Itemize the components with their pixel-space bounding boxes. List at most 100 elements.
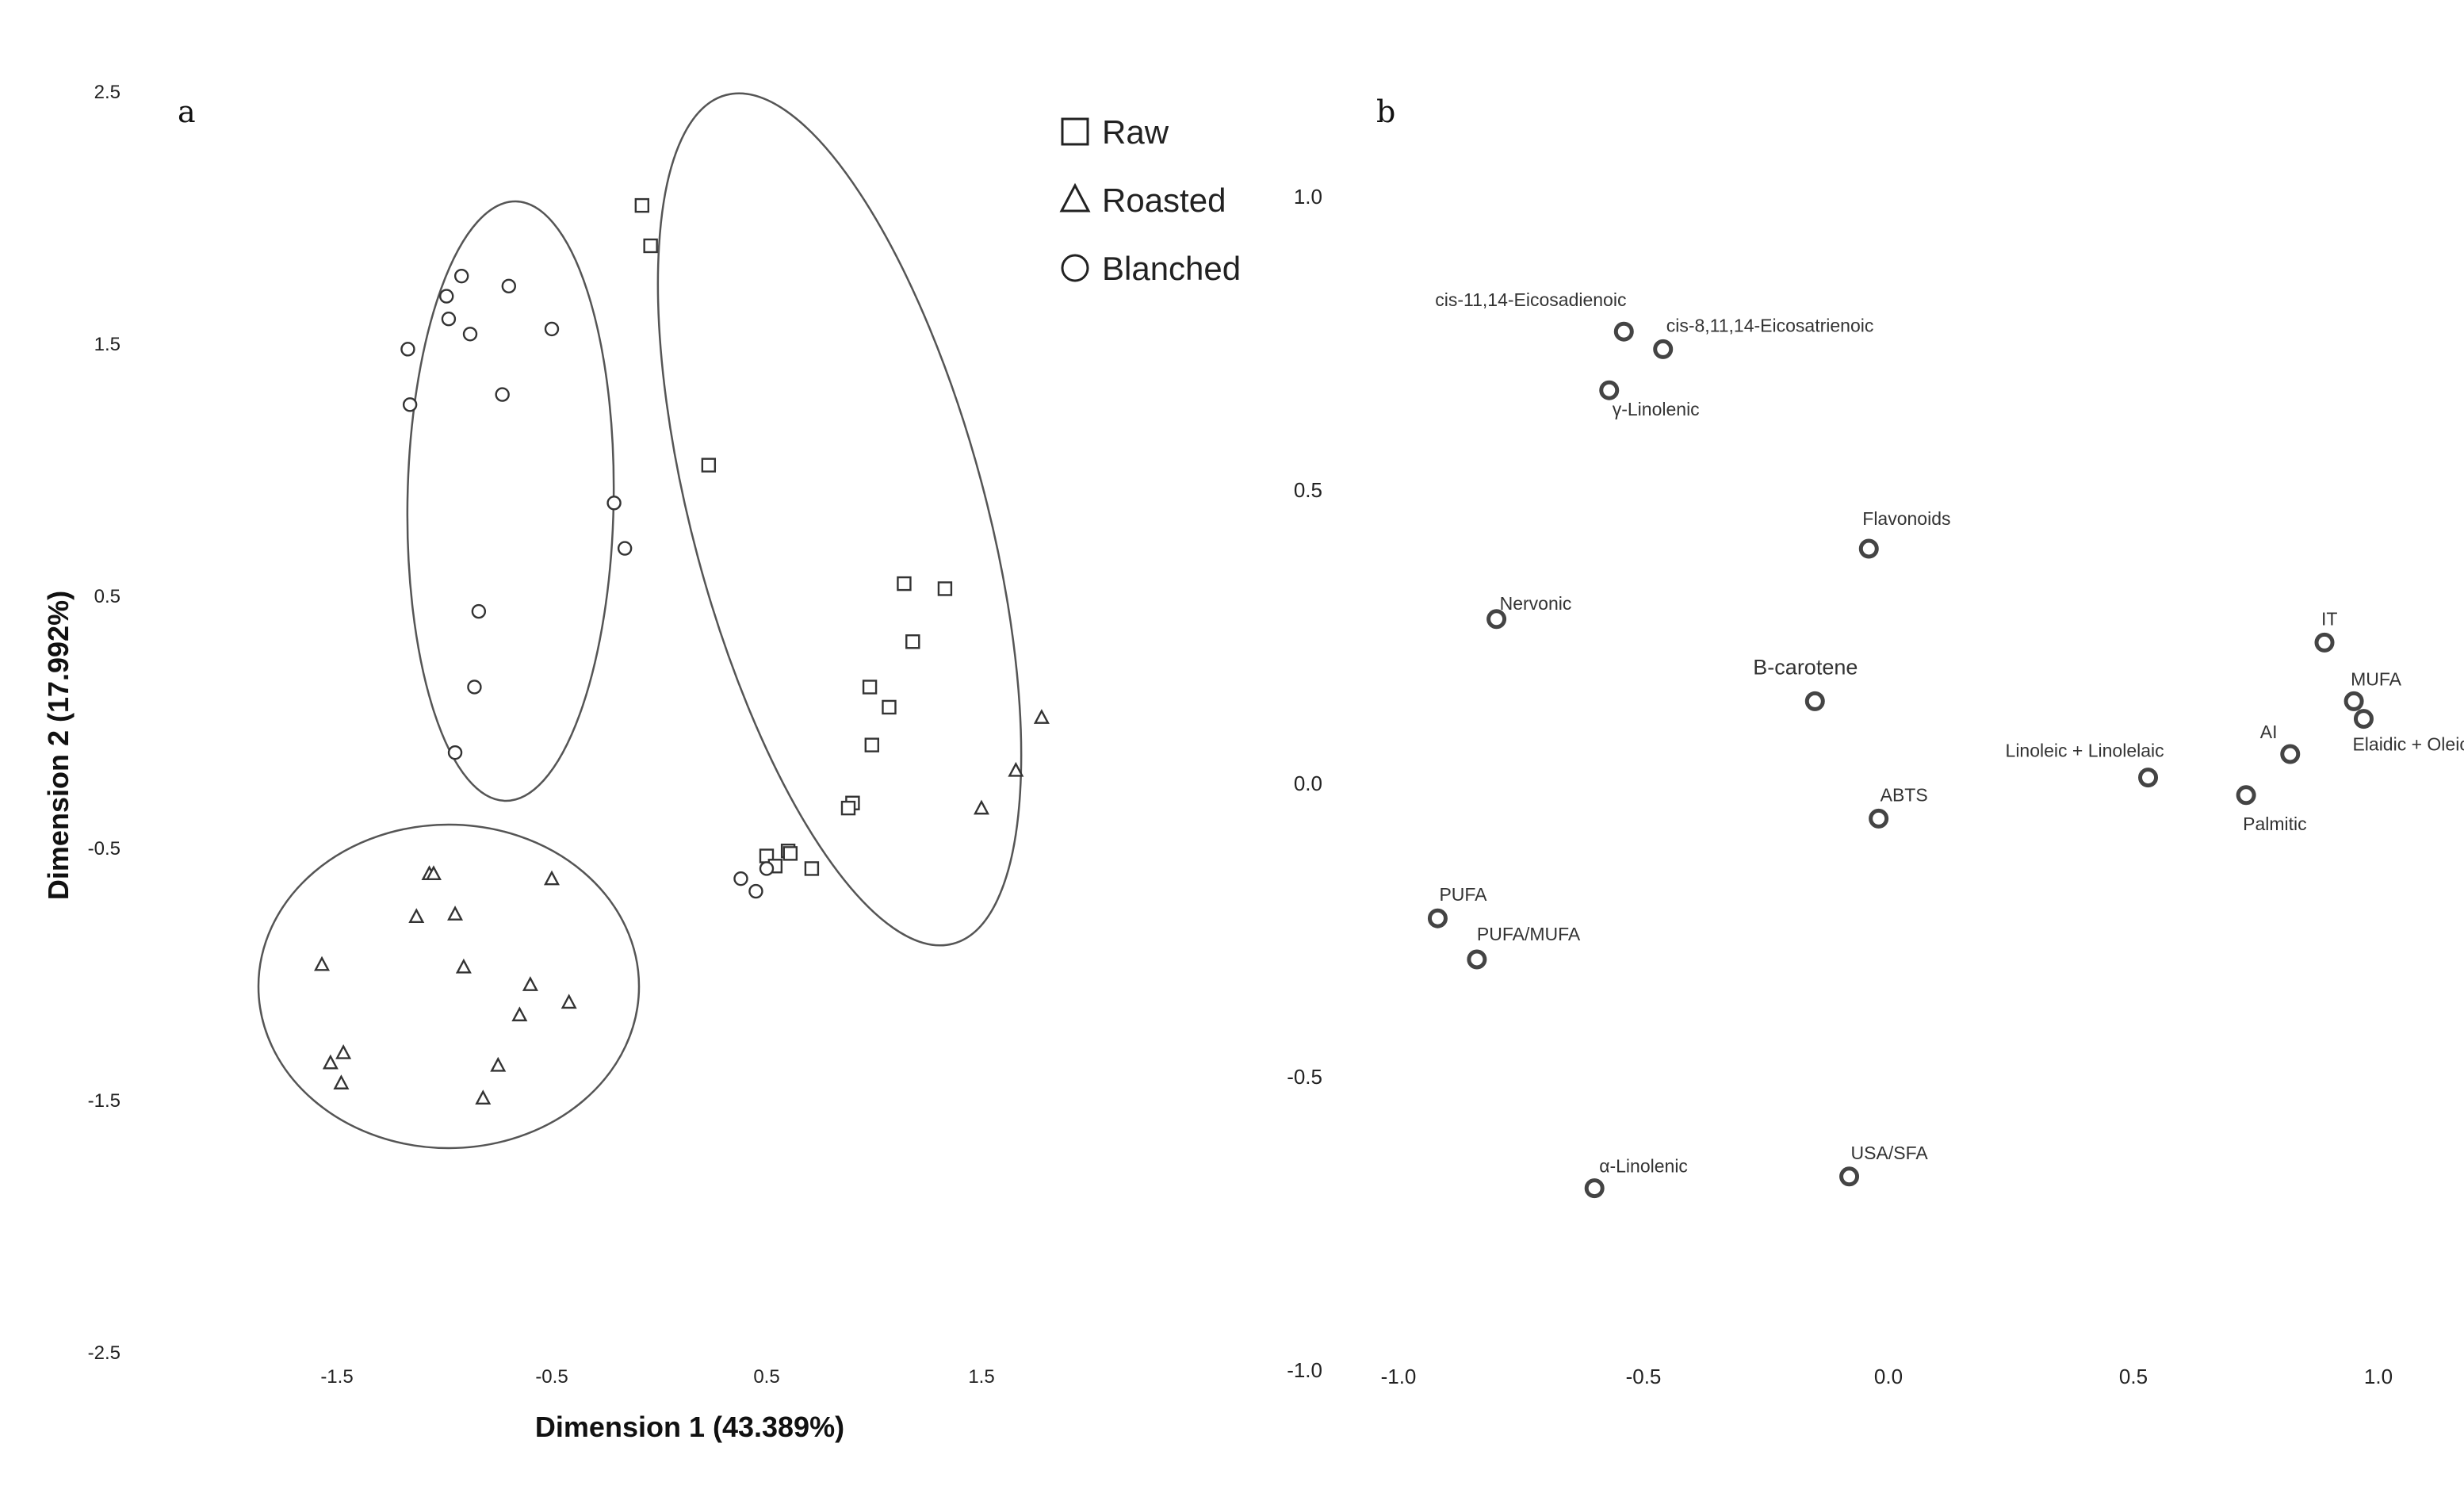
data-point-roasted [522,976,538,991]
panel-a-x-tick-label: -0.5 [535,1366,568,1388]
variable-point-pufa-mufa: PUFA/MUFA [1467,924,1581,970]
data-point-raw [937,581,953,596]
variable-label: cis-8,11,14-Eicosatrienoic [1666,315,1874,335]
data-point-raw [701,458,717,473]
panel-a-cluster-ellipses [257,92,1023,1150]
variable-marker [1599,380,1620,400]
data-point-raw [643,238,658,254]
data-point-blanched [617,541,633,556]
data-point-blanched [544,321,560,337]
panel-b-y-tick-label: 0.5 [1294,478,1322,502]
variable-marker [2280,744,2301,764]
legend-label: Roasted [1102,182,1226,219]
variable-label: γ-Linolenic [1613,399,1700,419]
data-point-roasted [408,908,425,924]
panel-b-y-tick-label: -1.0 [1287,1358,1322,1382]
variable-marker [1486,609,1507,630]
data-point-raw [862,680,878,695]
data-point-blanched [453,268,469,284]
panel-a-y-tick-label: 1.5 [94,334,121,355]
data-point-roasted [511,1006,528,1022]
data-point-blanched [759,861,775,876]
panel-a-y-axis-title: Dimension 2 (17.992%) [42,591,75,900]
legend-item-raw: Raw [1061,113,1169,151]
panel-b-axes: 1.0 0.5 0.0 -0.5 -1.0 -1.0 -0.5 0.0 0.5 1.0 [1287,185,2393,1388]
variable-label: PUFA [1439,884,1487,905]
data-point-roasted [314,955,331,971]
data-point-roasted [974,799,989,815]
panel-a-y-tick-label: -1.5 [88,1090,121,1112]
legend-square-icon [1061,117,1089,146]
legend-label: Raw [1102,113,1169,151]
panel-a-x-tick-label: 1.5 [968,1366,994,1388]
legend-triangle-icon [1059,182,1091,212]
variable-label: MUFA [2351,668,2402,689]
variable-point-linolenic: α-Linolenic [1584,1156,1688,1199]
variable-point-usa-sfa: USA/SFA [1839,1143,1928,1187]
panel-b-y-tick-label: 1.0 [1294,185,1322,209]
data-point-roasted [322,1054,339,1070]
data-point-blanched [439,289,454,304]
panel-b-letter: b [1376,94,1395,129]
variable-point-mufa: MUFA [2343,668,2402,711]
panel-a-x-tick-label: -1.5 [320,1366,353,1388]
data-point-roasted [455,958,472,974]
variable-point-linolenic: γ-Linolenic [1599,380,1700,419]
data-point-raw [864,737,879,752]
panel-b-y-tick-label: 0.0 [1294,771,1322,795]
cluster-ellipse-raw [656,92,1023,947]
variable-marker [2314,632,2335,653]
data-point-roasted [335,1044,352,1059]
variable-marker [1839,1166,1860,1187]
variable-marker [1427,908,1448,928]
data-point-blanched [606,496,622,511]
variable-marker [2353,709,2374,729]
data-point-blanched [441,312,457,327]
data-point-roasted [1008,761,1024,777]
data-point-blanched [471,603,487,619]
variable-marker [1804,691,1825,711]
variable-marker [1467,949,1487,970]
variable-point-ai: AI [2260,722,2301,764]
legend-label: Blanched [1102,250,1241,287]
panel-b-y-tick-label: -0.5 [1287,1065,1322,1089]
panel-a-marks [314,197,1050,1105]
variable-marker [2343,691,2364,711]
data-point-raw [905,634,920,649]
variable-marker [2236,785,2256,806]
panel-a-letter: a [178,94,196,129]
variable-point-palmitic: Palmitic [2236,785,2307,834]
data-point-blanched [501,278,516,294]
variable-point-abts: ABTS [1869,784,1928,829]
panel-a-x-axis-title: Dimension 1 (43.389%) [535,1411,844,1443]
panel-b-x-tick-label: -0.5 [1626,1365,1662,1388]
data-point-blanched [400,342,415,357]
variable-label: cis-11,14-Eicosadienoic [1435,289,1626,310]
variable-point-cis-11-14-eicosadienoic: cis-11,14-Eicosadienoic [1435,289,1634,342]
legend-circle-icon [1061,254,1089,282]
variable-label: AI [2260,722,2278,742]
variable-label: B-carotene [1753,655,1858,679]
data-point-raw [634,197,650,213]
variable-label: PUFA/MUFA [1477,924,1581,944]
variable-point-b-carotene: B-carotene [1753,655,1858,711]
data-point-roasted [490,1056,507,1072]
data-point-roasted [333,1074,350,1089]
panel-b-x-tick-label: 1.0 [2364,1365,2393,1388]
variable-label: ABTS [1881,784,1928,805]
panel-a-y-tick-label: -2.5 [88,1342,121,1364]
data-point-blanched [733,871,748,886]
variable-label: Linoleic + Linolelaic [2006,741,2164,761]
variable-marker [2138,768,2159,788]
variable-label: IT [2321,608,2337,629]
data-point-raw [897,576,912,592]
variable-point-it: IT [2314,608,2337,653]
panel-b-x-tick-label: 0.5 [2119,1365,2148,1388]
data-point-blanched [467,680,482,695]
variable-point-nervonic: Nervonic [1486,593,1572,630]
variable-label: Nervonic [1500,593,1572,614]
panel-a-y-tick-label: 2.5 [94,82,121,103]
variable-point-elaidic-oleic: Elaidic + Oleic [2352,709,2464,755]
cluster-ellipse-roasted [257,823,641,1150]
panel-b-x-tick-label: 0.0 [1874,1365,1903,1388]
